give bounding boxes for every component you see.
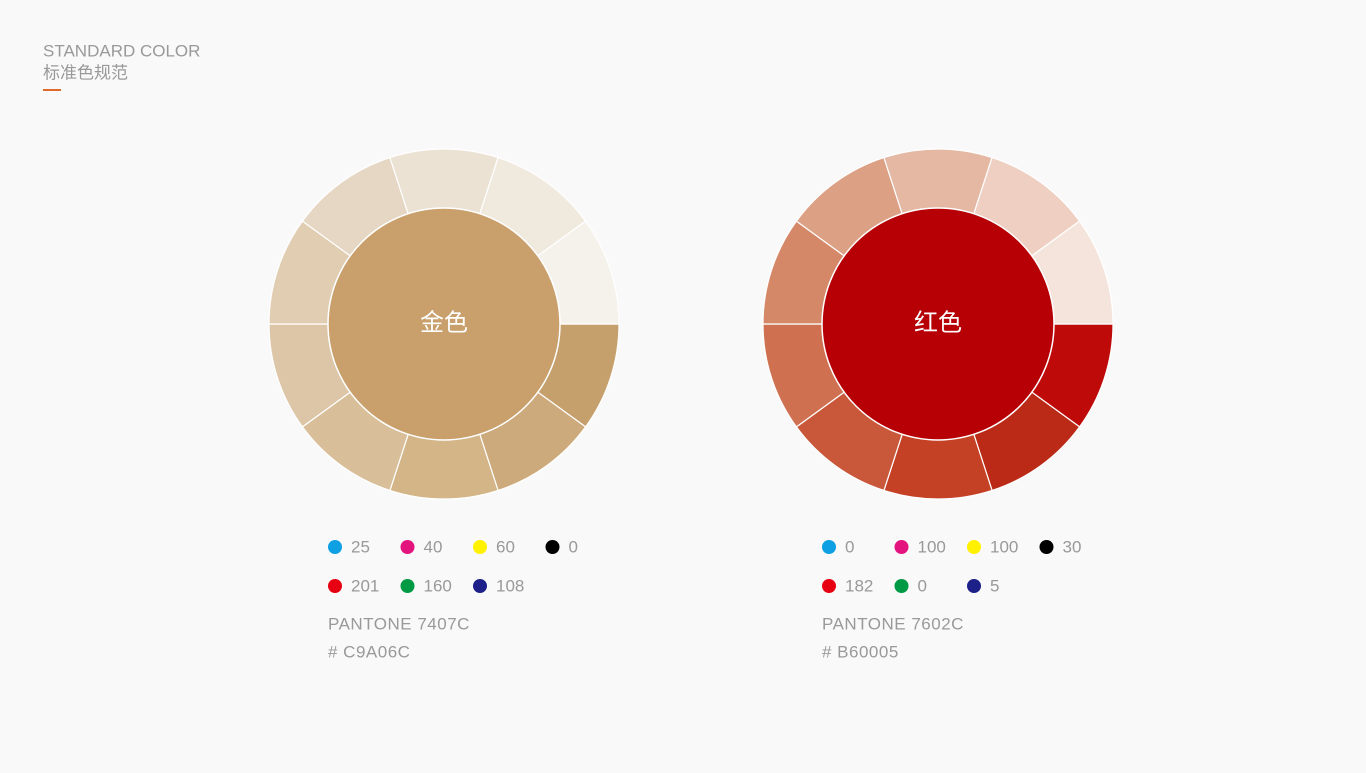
cmyk-dot — [967, 540, 981, 554]
cmyk-dot — [473, 540, 487, 554]
hex: # C9A06C — [328, 642, 410, 661]
rgb-dot — [328, 579, 342, 593]
rgb-dot — [894, 579, 909, 593]
rgb-dot — [400, 579, 415, 593]
cmyk-dot — [894, 540, 909, 554]
swatch-name: 红色 — [914, 309, 962, 336]
cmyk-value: 100 — [918, 537, 946, 556]
rgb-value: 201 — [351, 576, 379, 595]
cmyk-value: 100 — [990, 537, 1018, 556]
hex: # B60005 — [822, 642, 899, 661]
swatch-core — [821, 207, 1055, 441]
rgb-value: 108 — [496, 576, 524, 595]
swatch-name: 金色 — [420, 309, 468, 336]
swatch-core — [327, 207, 561, 441]
cmyk-dot — [822, 540, 836, 554]
header-subtitle: 标准色规范 — [43, 63, 128, 82]
cmyk-dot — [328, 540, 342, 554]
rgb-value: 0 — [918, 576, 927, 595]
cmyk-dot — [1039, 540, 1054, 554]
cmyk-value: 0 — [569, 537, 578, 556]
cmyk-value: 0 — [845, 537, 854, 556]
cmyk-value: 60 — [496, 537, 515, 556]
cmyk-value: 25 — [351, 537, 370, 556]
header-accent — [43, 89, 61, 91]
pantone: PANTONE 7602C — [822, 614, 964, 633]
rgb-dot — [822, 579, 836, 593]
cmyk-value: 30 — [1063, 537, 1082, 556]
rgb-dot — [473, 579, 487, 593]
rgb-value: 160 — [424, 576, 452, 595]
rgb-value: 182 — [845, 576, 873, 595]
rgb-dot — [967, 579, 981, 593]
rgb-value: 5 — [990, 576, 999, 595]
cmyk-dot — [400, 540, 415, 554]
cmyk-value: 40 — [424, 537, 443, 556]
header-title: STANDARD COLOR — [43, 41, 200, 60]
pantone: PANTONE 7407C — [328, 614, 470, 633]
cmyk-dot — [545, 540, 560, 554]
